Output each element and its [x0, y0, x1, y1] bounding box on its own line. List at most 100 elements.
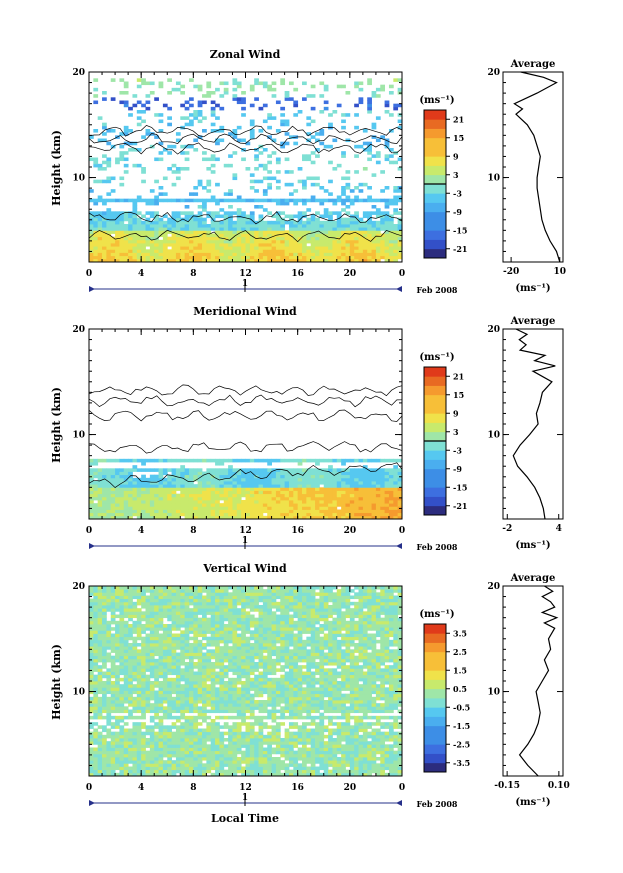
heat-cell: [184, 258, 190, 263]
heat-cell: [175, 725, 181, 729]
heat-cell: [236, 728, 242, 733]
heat-cell: [210, 487, 216, 491]
heat-cell: [89, 706, 94, 710]
heat-cell: [232, 709, 238, 714]
heat-cell: [393, 239, 399, 244]
heat-cell: [154, 500, 159, 504]
heat-cell: [128, 598, 133, 603]
heat-cell: [345, 487, 351, 491]
heat-cell: [89, 671, 94, 676]
heat-cell: [102, 506, 107, 510]
heat-cell: [288, 512, 294, 517]
heat-cell: [136, 700, 142, 704]
heat-cell: [267, 474, 272, 479]
heat-cell: [202, 624, 207, 628]
heat-cell: [202, 230, 207, 234]
heat-cell: [149, 458, 155, 463]
heat-cell: [349, 233, 355, 238]
heat-cell: [119, 151, 125, 155]
heat-cell: [184, 243, 190, 247]
heat-cell: [245, 481, 251, 485]
heat-cell: [149, 496, 155, 501]
heat-cell: [119, 624, 125, 628]
heat-cell: [375, 249, 381, 253]
heat-cell: [219, 693, 225, 698]
heat-cell: [136, 515, 142, 520]
heat-cell: [141, 220, 146, 225]
heat-cell: [136, 715, 142, 720]
heat-cell: [206, 458, 212, 463]
heat-cell: [328, 233, 333, 238]
heat-cell: [206, 709, 212, 714]
heat-cell: [128, 738, 133, 742]
heat-cell: [241, 760, 246, 764]
heat-cell: [110, 693, 116, 698]
heat-cell: [197, 677, 203, 682]
heat-cell: [223, 91, 229, 95]
heat-cell: [219, 646, 225, 650]
heat-cell: [228, 700, 233, 704]
heat-cell: [288, 503, 294, 507]
heat-cell: [180, 255, 186, 260]
heat-cell: [210, 224, 216, 228]
heat-cell: [284, 490, 290, 495]
heat-cell: [228, 189, 233, 193]
heat-cell: [175, 512, 181, 517]
heat-cell: [202, 598, 207, 603]
heat-cell: [180, 586, 186, 590]
heat-cell: [367, 493, 372, 498]
heat-cell: [154, 671, 159, 676]
heat-cell: [184, 608, 190, 612]
heat-cell: [106, 506, 112, 510]
heat-cell: [188, 627, 194, 631]
heat-cell: [123, 630, 129, 634]
heat-cell: [267, 252, 272, 257]
heat-cell: [106, 490, 112, 495]
heat-cell: [188, 496, 194, 501]
heat-cell: [228, 763, 233, 767]
heat-cell: [175, 703, 181, 707]
heat-cell: [175, 236, 181, 241]
heat-cell: [89, 690, 94, 695]
heat-cell: [184, 614, 190, 619]
heat-cell: [371, 220, 377, 225]
heat-cell: [167, 503, 172, 507]
heat-cell: [345, 182, 351, 187]
heat-cell: [236, 731, 242, 736]
heat-cell: [302, 252, 307, 257]
heat-cell: [380, 246, 386, 250]
heat-cell: [175, 170, 181, 174]
heat-cell: [206, 481, 212, 485]
heat-cell: [102, 646, 107, 650]
heat-cell: [162, 677, 168, 682]
heat-cell: [228, 236, 233, 241]
heat-cell: [154, 230, 159, 234]
heat-cell: [210, 611, 216, 615]
heat-cell: [254, 243, 259, 247]
heat-cell: [115, 252, 120, 257]
heat-cell: [197, 639, 203, 644]
heat-cell: [341, 224, 346, 228]
heat-cell: [158, 725, 164, 729]
heat-cell: [358, 503, 364, 507]
heat-cell: [197, 772, 203, 777]
heat-cell: [171, 671, 177, 676]
heat-cell: [89, 750, 94, 755]
heat-cell: [175, 658, 181, 663]
heat-cell: [115, 160, 120, 165]
heat-cell: [89, 630, 94, 634]
heat-cell: [236, 681, 242, 685]
heat-cell: [388, 220, 394, 225]
heat-cell: [97, 484, 103, 488]
heat-cell: [393, 252, 399, 257]
heat-cell: [171, 170, 177, 174]
heat-cell: [167, 122, 172, 127]
heat-cell: [275, 160, 281, 165]
heat-cell: [249, 477, 255, 482]
heat-cell: [175, 471, 181, 476]
heat-cell: [223, 614, 229, 619]
heat-cell: [388, 239, 394, 244]
heat-cell: [332, 167, 338, 171]
heat-cell: [141, 684, 146, 688]
heat-cell: [89, 614, 94, 619]
